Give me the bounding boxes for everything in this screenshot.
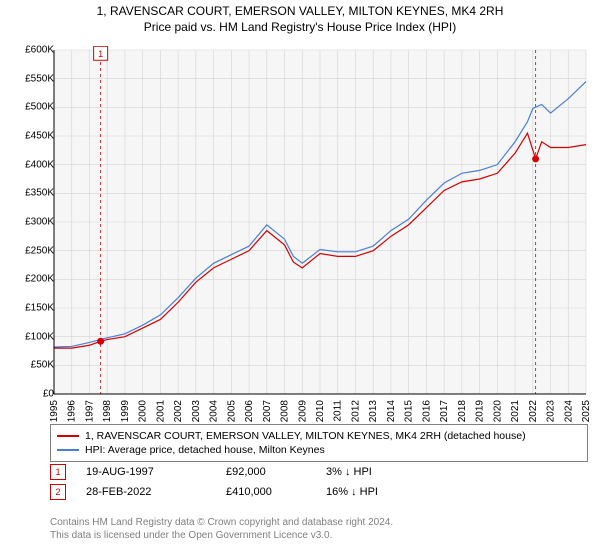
title-block: 1, RAVENSCAR COURT, EMERSON VALLEY, MILT… [0, 0, 600, 35]
svg-text:2008: 2008 [280, 400, 291, 423]
y-tick-label: £250K [25, 245, 54, 256]
svg-text:1999: 1999 [120, 400, 131, 423]
svg-text:1996: 1996 [67, 400, 78, 423]
legend-swatch-hpi [57, 449, 79, 451]
svg-text:2007: 2007 [262, 400, 273, 423]
svg-text:2017: 2017 [439, 400, 450, 423]
svg-text:2024: 2024 [563, 400, 574, 423]
svg-text:2003: 2003 [191, 400, 202, 423]
y-tick-label: £0 [43, 389, 54, 400]
pct-1: 3% ↓ HPI [326, 466, 456, 478]
legend-row-property: 1, RAVENSCAR COURT, EMERSON VALLEY, MILT… [57, 429, 581, 443]
marker-num-1: 1 [55, 467, 60, 477]
svg-text:2022: 2022 [528, 400, 539, 423]
y-tick-label: £600K [25, 45, 54, 56]
legend-row-hpi: HPI: Average price, detached house, Milt… [57, 443, 581, 457]
svg-text:2013: 2013 [368, 400, 379, 423]
y-tick-label: £550K [25, 73, 54, 84]
chart-svg: 1995 1996 1997 1998 1999 2000 2001 2002 2003 2004… [50, 46, 590, 436]
svg-text:2005: 2005 [226, 400, 237, 423]
svg-text:2002: 2002 [173, 400, 184, 423]
legend-label-property: 1, RAVENSCAR COURT, EMERSON VALLEY, MILT… [85, 430, 526, 442]
marker-num-2: 2 [55, 487, 60, 497]
svg-text:2021: 2021 [510, 400, 521, 423]
svg-text:2018: 2018 [457, 400, 468, 423]
arrow-down-icon: ↓ [345, 466, 351, 478]
y-tick-label: £350K [25, 188, 54, 199]
legend-swatch-property [57, 435, 79, 437]
svg-text:2015: 2015 [404, 400, 415, 423]
y-tick-label: £150K [25, 303, 54, 314]
svg-text:2010: 2010 [315, 400, 326, 423]
arrow-down-icon: ↓ [351, 486, 357, 498]
svg-text:1998: 1998 [102, 400, 113, 423]
price-1: £92,000 [226, 466, 326, 478]
svg-text:2023: 2023 [546, 400, 557, 423]
footer-line2: This data is licensed under the Open Gov… [50, 529, 393, 542]
svg-text:1: 1 [98, 49, 103, 59]
footer-line1: Contains HM Land Registry data © Crown c… [50, 516, 393, 529]
svg-text:2009: 2009 [297, 400, 308, 423]
date-1: 19-AUG-1997 [86, 466, 226, 478]
svg-text:1995: 1995 [50, 400, 60, 423]
y-tick-label: £50K [31, 360, 54, 371]
chart-container: 1, RAVENSCAR COURT, EMERSON VALLEY, MILT… [0, 0, 600, 560]
pct-2: 16% ↓ HPI [326, 486, 456, 498]
legend-label-hpi: HPI: Average price, detached house, Milt… [85, 444, 325, 456]
title-line1: 1, RAVENSCAR COURT, EMERSON VALLEY, MILT… [0, 4, 600, 20]
svg-text:2011: 2011 [333, 400, 344, 422]
svg-text:2016: 2016 [421, 400, 432, 423]
marker-box-2: 2 [50, 484, 66, 500]
svg-text:2012: 2012 [350, 400, 361, 423]
y-tick-label: £500K [25, 102, 54, 113]
svg-text:2025: 2025 [581, 400, 590, 423]
y-tick-label: £300K [25, 217, 54, 228]
data-row-2: 2 28-FEB-2022 £410,000 16% ↓ HPI [50, 482, 590, 502]
svg-text:2019: 2019 [475, 400, 486, 423]
y-tick-label: £400K [25, 159, 54, 170]
svg-text:2001: 2001 [155, 400, 166, 423]
date-2: 28-FEB-2022 [86, 486, 226, 498]
marker-box-1: 1 [50, 464, 66, 480]
chart-area: 1995199619971998199920002001200220032004… [50, 46, 590, 416]
svg-text:2020: 2020 [492, 400, 503, 423]
title-line2: Price paid vs. HM Land Registry's House … [0, 20, 600, 36]
y-tick-label: £100K [25, 331, 54, 342]
price-2: £410,000 [226, 486, 326, 498]
y-tick-label: £450K [25, 131, 54, 142]
data-points-table: 1 19-AUG-1997 £92,000 3% ↓ HPI 2 28-FEB-… [50, 462, 590, 502]
svg-text:2006: 2006 [244, 400, 255, 423]
svg-text:1997: 1997 [84, 400, 95, 423]
footer: Contains HM Land Registry data © Crown c… [50, 516, 393, 542]
svg-text:2014: 2014 [386, 400, 397, 423]
legend-box: 1, RAVENSCAR COURT, EMERSON VALLEY, MILT… [50, 424, 588, 462]
y-tick-label: £200K [25, 274, 54, 285]
data-row-1: 1 19-AUG-1997 £92,000 3% ↓ HPI [50, 462, 590, 482]
svg-text:2004: 2004 [209, 400, 220, 423]
svg-text:2000: 2000 [138, 400, 149, 423]
